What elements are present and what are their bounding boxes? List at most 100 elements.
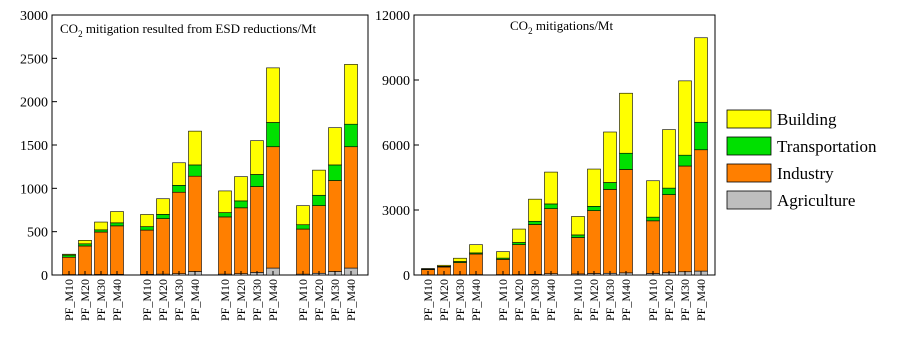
bar-transportation-3 — [110, 222, 124, 227]
y-tick-label: 3000 — [382, 204, 410, 219]
legend-swatch-industry — [726, 163, 772, 183]
bar-building-3 — [469, 244, 483, 254]
x-tick-label: PF_M20 — [78, 279, 92, 321]
bar-building-13 — [312, 169, 326, 196]
bar-building-0 — [421, 268, 435, 270]
legend-label: Agriculture — [777, 191, 855, 210]
x-tick-label: PF_M30 — [172, 279, 186, 321]
bar-transportation-4 — [140, 226, 154, 231]
bar-industry-14 — [678, 165, 692, 273]
bar-transportation-8 — [571, 234, 585, 238]
bar-transportation-9 — [234, 200, 248, 209]
x-tick-label: PF_M20 — [587, 279, 601, 321]
legend-label: Transportation — [777, 137, 877, 156]
x-tick-label: PF_M10 — [218, 279, 232, 321]
bar-industry-7 — [544, 208, 558, 274]
legend-label: Industry — [777, 164, 834, 183]
bar-industry-13 — [312, 205, 326, 274]
bar-transportation-2 — [94, 229, 108, 233]
bar-building-11 — [266, 67, 280, 123]
x-tick-label: PF_M20 — [312, 279, 326, 321]
bar-transportation-1 — [78, 243, 92, 247]
bar-building-9 — [587, 168, 601, 207]
x-tick-label: PF_M40 — [188, 279, 202, 321]
bar-industry-8 — [218, 216, 232, 275]
bar-building-1 — [78, 240, 92, 245]
x-tick-label: PF_M10 — [296, 279, 310, 321]
bar-building-4 — [496, 251, 510, 259]
bar-industry-3 — [110, 225, 124, 275]
y-tick-label: 12000 — [375, 9, 410, 24]
chart-title: CO2 mitigation resulted from ESD reducti… — [60, 21, 317, 39]
bar-transportation-11 — [619, 152, 633, 170]
chart-title: CO2 mitigations/Mt — [510, 18, 613, 36]
x-tick-label: PF_M40 — [544, 279, 558, 321]
bar-industry-13 — [662, 194, 676, 273]
bar-building-0 — [62, 253, 76, 256]
bar-industry-6 — [172, 191, 186, 275]
x-tick-label: PF_M20 — [437, 279, 451, 321]
bar-industry-6 — [528, 224, 542, 275]
bar-transportation-13 — [312, 194, 326, 206]
bar-industry-5 — [512, 244, 526, 275]
y-tick-label: 0 — [403, 269, 410, 284]
bar-industry-8 — [571, 237, 585, 275]
x-tick-label: PF_M30 — [678, 279, 692, 321]
x-tick-label: PF_M20 — [662, 279, 676, 321]
bar-transportation-14 — [678, 154, 692, 167]
x-tick-label: PF_M10 — [646, 279, 660, 321]
y-tick-label: 500 — [27, 226, 48, 241]
bar-building-13 — [662, 129, 676, 189]
y-tick-label: 1500 — [20, 139, 48, 154]
bar-industry-4 — [140, 229, 154, 275]
bar-building-12 — [296, 205, 310, 226]
bar-building-7 — [188, 130, 202, 166]
x-tick-label: PF_M30 — [453, 279, 467, 321]
bar-building-11 — [619, 92, 633, 154]
bar-building-8 — [218, 190, 232, 213]
x-tick-label: PF_M10 — [571, 279, 585, 321]
x-tick-label: PF_M10 — [62, 279, 76, 321]
bar-building-15 — [694, 37, 708, 123]
bar-building-5 — [512, 228, 526, 243]
y-tick-label: 2500 — [20, 52, 48, 67]
legend-swatch-building — [726, 109, 772, 129]
bar-building-6 — [528, 198, 542, 222]
x-tick-label: PF_M40 — [266, 279, 280, 321]
bar-transportation-15 — [344, 123, 358, 148]
bar-transportation-6 — [528, 220, 542, 225]
y-tick-label: 0 — [41, 269, 48, 284]
bar-building-1 — [437, 264, 451, 267]
bar-building-10 — [250, 140, 264, 175]
bar-building-3 — [110, 211, 124, 224]
x-tick-label: PF_M40 — [619, 279, 633, 321]
bar-transportation-13 — [662, 187, 676, 195]
bar-transportation-6 — [172, 185, 186, 193]
bar-transportation-7 — [188, 164, 202, 177]
bar-transportation-8 — [218, 212, 232, 218]
bar-transportation-14 — [328, 164, 342, 181]
x-tick-label: PF_M30 — [603, 279, 617, 321]
bar-industry-15 — [694, 149, 708, 272]
x-tick-label: PF_M10 — [140, 279, 154, 321]
x-tick-label: PF_M40 — [694, 279, 708, 321]
legend-label: Building — [777, 110, 837, 129]
y-tick-label: 6000 — [382, 139, 410, 154]
x-tick-label: PF_M40 — [469, 279, 483, 321]
bar-building-10 — [603, 131, 617, 183]
bar-transportation-9 — [587, 206, 601, 211]
bar-building-14 — [678, 80, 692, 156]
bar-industry-11 — [619, 169, 633, 274]
bar-transportation-5 — [512, 242, 526, 245]
chart-left: 0 500 1000 1500 2000 2500 3000 CO2 mitigation r… — [20, 9, 369, 321]
bar-transportation-0 — [62, 254, 76, 258]
legend: Building Transportation Industry Agricultur… — [726, 109, 877, 210]
bar-building-9 — [234, 176, 248, 202]
legend-swatch-agriculture — [726, 190, 772, 210]
bar-building-7 — [544, 171, 558, 205]
x-tick-label: PF_M30 — [250, 279, 264, 321]
bar-industry-12 — [296, 228, 310, 275]
x-tick-label: PF_M20 — [512, 279, 526, 321]
bar-industry-14 — [328, 180, 342, 272]
x-tick-label: PF_M20 — [156, 279, 170, 321]
